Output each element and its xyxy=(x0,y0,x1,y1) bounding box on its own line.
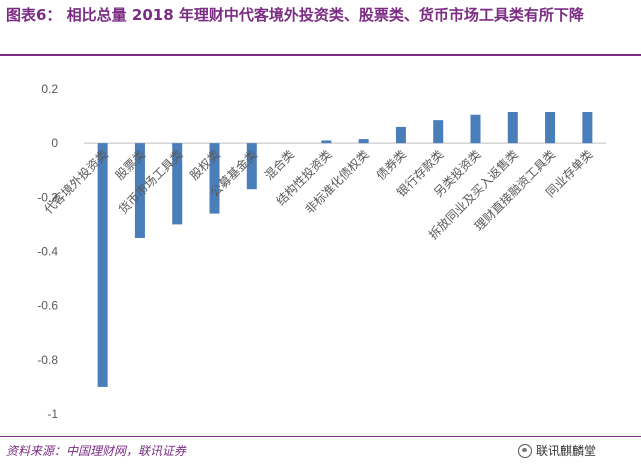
bar xyxy=(358,139,369,144)
bar xyxy=(470,114,481,144)
watermark-text: 联讯麒麟堂 xyxy=(536,444,597,458)
footer-divider xyxy=(0,436,641,437)
bar-chart: 0.2 0 -0.2 -0.4 -0.6 -0.8 -1 代客境外投资类 股票类货币市场工具类… xyxy=(37,82,606,421)
bar xyxy=(209,143,220,214)
bar xyxy=(321,140,332,144)
chart-title: 图表6： 相比总量 2018 年理财中代客境外投资类、股票类、货币市场工具类有所… xyxy=(6,6,584,24)
y-tick-label: 0 xyxy=(51,136,58,150)
y-tick-label: 0.2 xyxy=(41,82,58,96)
source-note: 资料来源：中国理财网，联讯证券 xyxy=(6,444,187,458)
bar xyxy=(172,143,183,225)
category-label: 混合类 xyxy=(261,147,297,183)
y-tick-label: -0.4 xyxy=(37,245,58,259)
bar xyxy=(433,120,444,144)
wechat-icon xyxy=(518,443,532,458)
bar xyxy=(395,126,406,144)
y-tick-label: -0.2 xyxy=(37,190,58,204)
category-label: 债券类 xyxy=(373,147,409,183)
y-tick-label: -0.6 xyxy=(37,299,58,313)
bar xyxy=(545,112,556,144)
bar xyxy=(507,112,518,144)
y-tick-label: -0.8 xyxy=(37,353,58,367)
y-tick-label: -1 xyxy=(47,407,58,421)
bar xyxy=(134,143,145,238)
bar xyxy=(246,143,257,190)
bar xyxy=(97,143,108,387)
y-axis: 0.2 0 -0.2 -0.4 -0.6 -0.8 -1 xyxy=(37,82,58,421)
bars xyxy=(97,112,593,387)
watermark: 联讯麒麟堂 xyxy=(518,442,596,459)
bar xyxy=(582,112,593,144)
title-divider xyxy=(0,54,641,56)
